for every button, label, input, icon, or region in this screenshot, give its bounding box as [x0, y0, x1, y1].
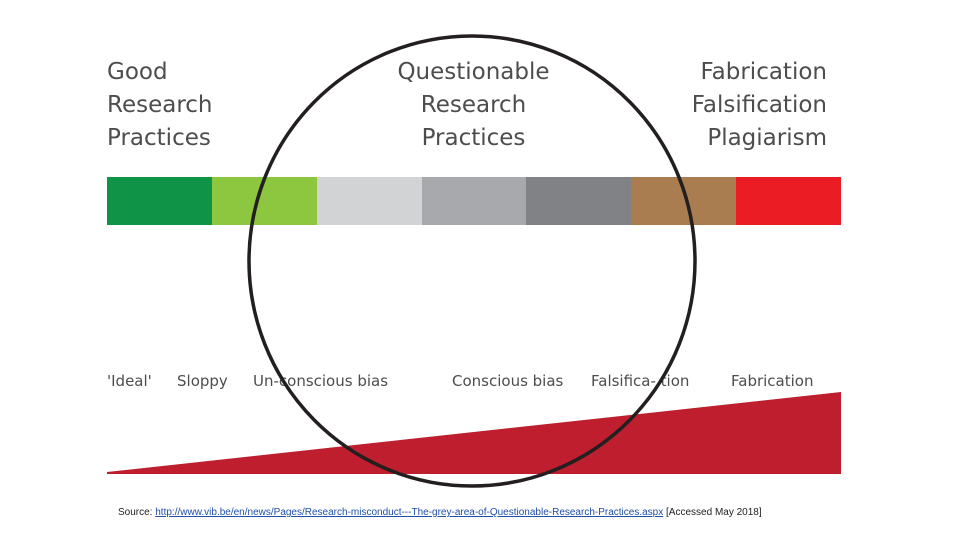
scale-label-ideal: 'Ideal'	[107, 372, 152, 390]
source-link[interactable]: http://www.vib.be/en/news/Pages/Research…	[155, 507, 664, 518]
source-prefix: Source:	[118, 507, 156, 518]
spectrum-segment-7	[736, 177, 842, 225]
questionable-research-practices-heading: Questionable Research Practices	[397, 59, 550, 151]
ffp-heading: Fabrication Falsification Plagiarism	[691, 59, 827, 151]
spectrum-segment-3	[316, 177, 422, 225]
questionable-practices-circle	[247, 34, 697, 488]
good-research-practices-heading: Good Research Practices	[107, 59, 213, 151]
scale-label-fabrication: Fabrication	[731, 372, 814, 390]
scale-label-sloppy: Sloppy	[177, 372, 228, 390]
spectrum-segment-5	[526, 177, 632, 225]
spectrum-color-bar	[107, 177, 842, 225]
spectrum-segment-1	[107, 177, 212, 225]
spectrum-segment-4	[421, 177, 527, 225]
source-citation: Source: http://www.vib.be/en/news/Pages/…	[118, 507, 762, 518]
spectrum-segment-2	[211, 177, 317, 225]
scale-label-conscious-bias: Conscious bias	[452, 372, 564, 390]
source-accessed: [Accessed May 2018]	[663, 507, 762, 518]
severity-wedge	[107, 392, 841, 474]
